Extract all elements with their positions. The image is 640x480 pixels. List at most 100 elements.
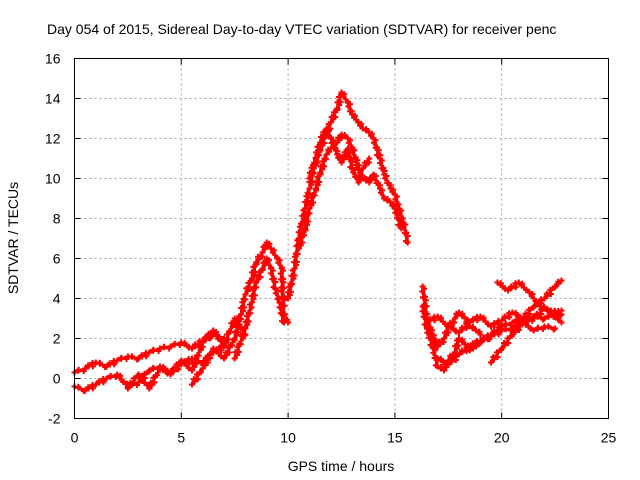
data-point bbox=[231, 335, 238, 342]
data-point-fill bbox=[437, 357, 444, 364]
data-point-fill bbox=[141, 380, 148, 387]
data-point-fill bbox=[245, 280, 252, 287]
grid-layer bbox=[74, 58, 609, 419]
x-axis-label: GPS time / hours bbox=[288, 458, 395, 474]
data-point bbox=[541, 323, 548, 330]
data-point-fill bbox=[441, 320, 448, 327]
data-point-fill bbox=[541, 304, 548, 311]
y-tick-label: -2 bbox=[48, 411, 61, 427]
data-point bbox=[167, 343, 174, 350]
data-point-fill bbox=[469, 316, 476, 323]
data-point-fill bbox=[523, 286, 530, 293]
data-point-fill bbox=[448, 325, 455, 332]
data-point bbox=[253, 279, 260, 286]
data-point-fill bbox=[235, 329, 242, 335]
data-point-fill bbox=[97, 360, 103, 367]
data-point-fill bbox=[185, 364, 192, 371]
data-point-fill bbox=[274, 295, 281, 302]
data-point-fill bbox=[397, 217, 404, 224]
data-point-fill bbox=[304, 209, 311, 216]
data-point bbox=[178, 339, 185, 346]
data-point bbox=[552, 325, 559, 332]
data-point bbox=[419, 303, 426, 310]
data-point bbox=[376, 155, 383, 162]
data-point-fill bbox=[314, 144, 321, 151]
data-point-fill bbox=[375, 147, 382, 154]
data-point-fill bbox=[181, 360, 188, 367]
data-point bbox=[505, 287, 512, 294]
data-point-fill bbox=[555, 278, 562, 285]
data-point-fill bbox=[459, 312, 466, 319]
data-point bbox=[221, 355, 228, 362]
data-point bbox=[278, 265, 285, 272]
data-point bbox=[263, 255, 270, 262]
y-tick-label: 6 bbox=[53, 251, 61, 267]
data-point-fill bbox=[463, 320, 470, 327]
data-layer bbox=[71, 89, 565, 394]
data-point bbox=[306, 175, 313, 182]
data-point-fill bbox=[250, 264, 257, 271]
data-point bbox=[334, 151, 341, 158]
data-point bbox=[455, 335, 462, 342]
data-point bbox=[349, 165, 356, 172]
data-point bbox=[430, 345, 437, 352]
data-point-fill bbox=[401, 230, 408, 237]
data-point bbox=[419, 283, 426, 290]
data-point-fill bbox=[251, 283, 258, 290]
data-point bbox=[370, 135, 377, 142]
data-point-fill bbox=[150, 346, 157, 353]
data-point bbox=[338, 159, 345, 166]
data-point bbox=[344, 145, 351, 152]
data-point-fill bbox=[341, 133, 348, 140]
data-point-fill bbox=[299, 232, 306, 238]
data-point bbox=[441, 335, 448, 342]
data-point-fill bbox=[212, 331, 219, 338]
data-point bbox=[124, 385, 131, 392]
data-point-fill bbox=[351, 114, 358, 121]
data-point bbox=[445, 323, 452, 330]
data-point bbox=[114, 357, 121, 364]
data-point bbox=[167, 371, 174, 378]
data-point bbox=[498, 345, 505, 352]
data-point bbox=[344, 99, 351, 106]
data-point-fill bbox=[528, 293, 535, 300]
data-point-fill bbox=[245, 318, 252, 325]
data-point-fill bbox=[305, 218, 312, 225]
data-point-fill bbox=[523, 321, 530, 328]
data-point-fill bbox=[292, 250, 299, 257]
plot-frame bbox=[74, 58, 609, 419]
data-point-fill bbox=[227, 342, 234, 348]
data-point-fill bbox=[513, 316, 520, 323]
data-point-fill bbox=[151, 379, 158, 386]
data-point bbox=[370, 171, 377, 178]
data-point-fill bbox=[362, 127, 369, 134]
data-point-fill bbox=[384, 180, 391, 187]
data-point-fill bbox=[310, 162, 317, 168]
data-point-fill bbox=[164, 369, 171, 376]
data-point-fill bbox=[330, 145, 337, 152]
data-point bbox=[359, 165, 366, 172]
data-point-fill bbox=[226, 328, 233, 335]
data-point bbox=[541, 315, 548, 322]
data-point-fill bbox=[316, 149, 323, 155]
y-tick-label: 8 bbox=[53, 211, 61, 227]
data-point-fill bbox=[213, 348, 220, 355]
data-point-fill bbox=[303, 193, 310, 200]
data-point bbox=[509, 325, 516, 332]
data-point-fill bbox=[277, 310, 284, 317]
data-point-fill bbox=[321, 155, 328, 162]
data-point-fill bbox=[234, 321, 241, 327]
data-point-fill bbox=[153, 372, 160, 378]
data-point-fill bbox=[85, 384, 92, 391]
data-point-fill bbox=[459, 338, 466, 345]
data-point bbox=[391, 205, 398, 212]
data-point bbox=[526, 289, 533, 296]
data-point-fill bbox=[346, 156, 353, 163]
data-point-fill bbox=[340, 93, 347, 100]
x-tick-label: 5 bbox=[177, 430, 185, 446]
data-point-fill bbox=[525, 306, 532, 313]
data-point-fill bbox=[504, 335, 511, 342]
data-point-fill bbox=[160, 367, 167, 374]
data-point bbox=[434, 343, 441, 350]
data-point-fill bbox=[427, 316, 434, 323]
